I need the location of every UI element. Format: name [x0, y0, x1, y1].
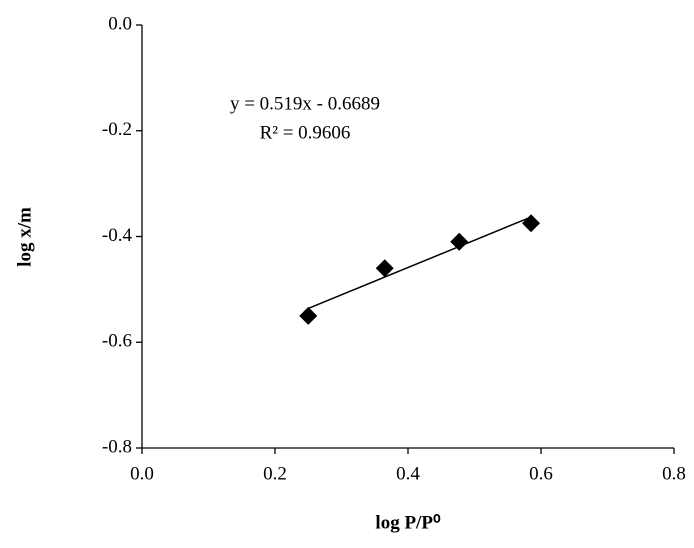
x-tick-label: 0.4: [396, 463, 420, 484]
data-point: [522, 214, 541, 233]
x-tick-label: 0.2: [263, 463, 287, 484]
trendline: [307, 216, 532, 310]
data-point: [450, 232, 469, 251]
y-tick-label: -0.6: [102, 331, 132, 352]
data-point: [299, 306, 318, 325]
y-axis-title: log x/m: [14, 207, 35, 267]
x-tick-label: 0.8: [662, 463, 686, 484]
r-squared-label: R² = 0.9606: [260, 122, 351, 143]
y-tick-label: -0.4: [102, 225, 133, 246]
equation-label: y = 0.519x - 0.6689: [230, 93, 380, 114]
y-tick-label: -0.8: [102, 436, 132, 457]
y-tick-label: 0.0: [108, 13, 132, 34]
y-tick-label: -0.2: [102, 119, 132, 140]
x-axis-title: log P/P⁰: [375, 512, 441, 533]
data-point: [375, 259, 394, 278]
x-tick-label: 0.6: [529, 463, 553, 484]
x-tick-label: 0.0: [130, 463, 154, 484]
